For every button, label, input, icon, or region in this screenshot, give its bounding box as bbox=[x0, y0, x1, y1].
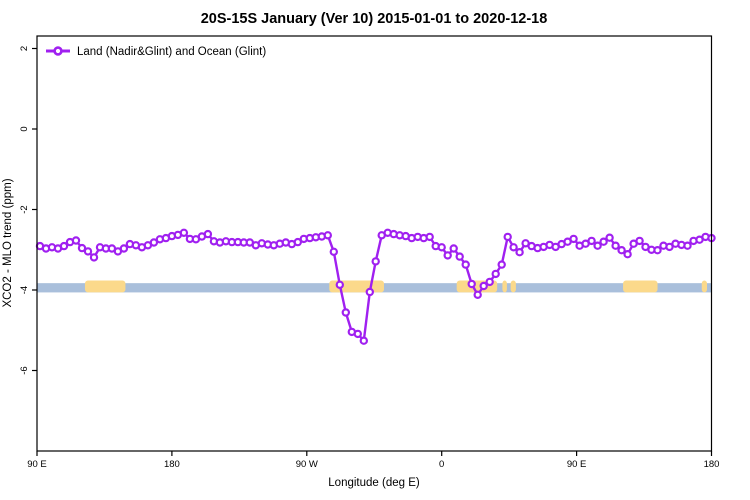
surface-band-layer bbox=[37, 280, 712, 293]
data-point-marker bbox=[479, 281, 488, 291]
x-axis: 90 E 180 90 W 0 90 E 180 bbox=[27, 451, 719, 470]
data-point-marker bbox=[365, 287, 374, 297]
x-tick-label: 180 bbox=[704, 459, 720, 470]
data-point-marker bbox=[119, 244, 129, 253]
data-point-marker bbox=[341, 308, 350, 317]
data-point-marker bbox=[89, 253, 99, 262]
data-point-marker bbox=[449, 244, 458, 253]
data-point-marker bbox=[353, 329, 362, 339]
data-point-marker bbox=[605, 233, 614, 242]
x-tick-label: 180 bbox=[164, 459, 180, 470]
data-point-marker bbox=[587, 236, 596, 246]
y-tick-label: -6 bbox=[19, 366, 30, 374]
data-point-marker bbox=[467, 279, 476, 289]
data-point-marker bbox=[497, 260, 506, 269]
plot-border bbox=[36, 35, 713, 452]
data-point-marker bbox=[461, 260, 470, 269]
x-axis-title: Longitude (deg E) bbox=[328, 477, 420, 489]
data-point-marker bbox=[443, 251, 452, 260]
land-segment bbox=[623, 280, 658, 293]
data-point-marker bbox=[203, 229, 213, 239]
data-point-marker bbox=[611, 241, 620, 250]
data-point-marker bbox=[491, 269, 500, 279]
data-point-marker bbox=[77, 243, 87, 253]
y-axis: 2 0 -2 -4 -6 bbox=[19, 46, 37, 375]
data-point-marker bbox=[683, 241, 692, 250]
data-point-marker bbox=[635, 236, 644, 246]
y-tick-label: 0 bbox=[19, 126, 30, 131]
series-layer bbox=[35, 228, 716, 345]
data-point-marker bbox=[179, 228, 189, 237]
data-point-marker bbox=[455, 252, 464, 261]
y-tick-label: 2 bbox=[19, 46, 30, 51]
land-segment bbox=[510, 280, 516, 293]
data-point-marker bbox=[83, 247, 93, 256]
data-point-marker bbox=[665, 242, 674, 252]
land-segment bbox=[84, 280, 126, 293]
y-tick-label: -4 bbox=[19, 286, 30, 294]
data-point-marker bbox=[71, 236, 81, 245]
data-point-marker bbox=[323, 231, 332, 240]
data-point-marker bbox=[335, 280, 344, 289]
data-point-marker bbox=[593, 241, 602, 250]
land-segment bbox=[502, 280, 507, 293]
chart-title: 20S-15S January (Ver 10) 2015-01-01 to 2… bbox=[201, 11, 548, 27]
y-tick-label: -2 bbox=[19, 205, 30, 213]
data-point-marker bbox=[329, 247, 338, 256]
data-point-marker bbox=[515, 247, 524, 257]
land-segment bbox=[701, 280, 708, 293]
data-point-marker bbox=[503, 232, 512, 242]
x-tick-label: 90 W bbox=[296, 459, 318, 470]
data-point-marker bbox=[653, 245, 662, 255]
data-point-marker bbox=[569, 234, 578, 244]
data-point-marker bbox=[59, 241, 69, 251]
data-point-marker bbox=[617, 245, 626, 255]
data-point-marker bbox=[509, 243, 518, 252]
x-tick-label: 90 E bbox=[567, 459, 587, 470]
data-point-marker bbox=[293, 237, 302, 247]
y-axis-title: XCO2 - MLO trend (ppm) bbox=[2, 178, 14, 307]
data-point-marker bbox=[371, 257, 380, 266]
data-point-marker bbox=[485, 277, 494, 287]
data-point-marker bbox=[437, 243, 446, 252]
data-point-marker bbox=[599, 237, 608, 246]
data-point-marker bbox=[149, 238, 159, 247]
legend-marker-icon bbox=[53, 46, 63, 56]
data-point-marker bbox=[623, 249, 632, 259]
legend-label: Land (Nadir&Glint) and Ocean (Glint) bbox=[77, 46, 266, 58]
x-tick-label: 90 E bbox=[27, 459, 47, 470]
x-tick-label: 0 bbox=[439, 459, 444, 470]
data-point-marker bbox=[425, 232, 434, 242]
data-point-marker bbox=[359, 336, 368, 345]
legend: Land (Nadir&Glint) and Ocean (Glint) bbox=[46, 46, 266, 58]
data-point-marker bbox=[473, 290, 482, 299]
